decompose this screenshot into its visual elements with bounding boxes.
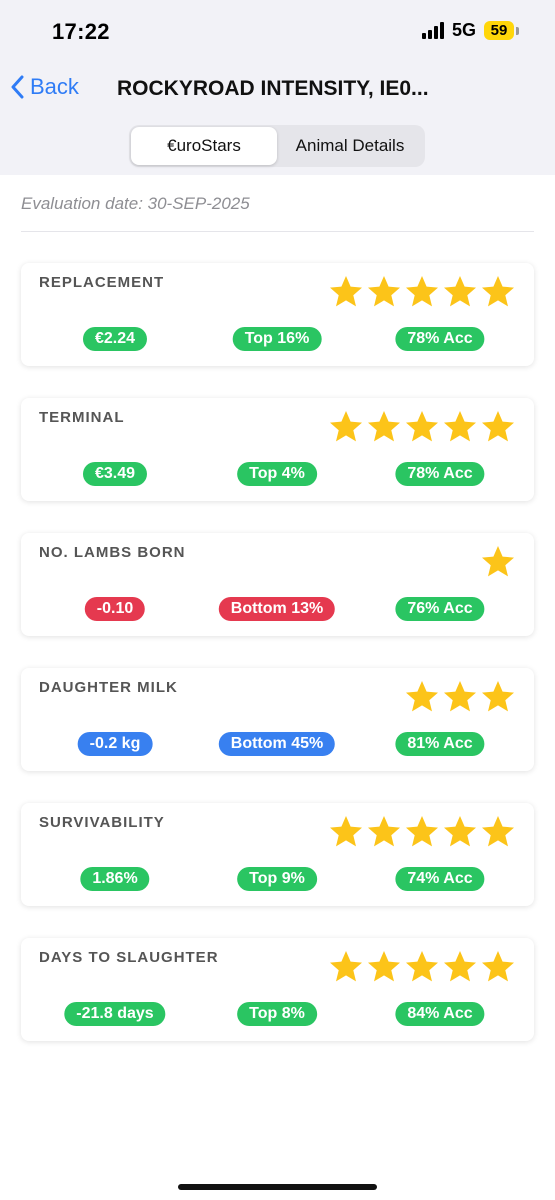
star-icon <box>444 951 476 982</box>
evaluation-date: Evaluation date: 30-SEP-2025 <box>21 194 250 213</box>
header-area: 17:22 5G 59 Back ROCKYROAD INTENSITY, IE… <box>0 0 555 175</box>
tab-animal-details[interactable]: Animal Details <box>295 136 405 155</box>
star-rating <box>328 814 516 850</box>
star-rating <box>328 949 516 985</box>
trait-title: DAUGHTER MILK <box>39 679 178 696</box>
star-icon <box>482 276 514 307</box>
star-icon <box>444 276 476 307</box>
trait-title: DAYS TO SLAUGHTER <box>39 949 219 966</box>
trait-title: NO. LAMBS BORN <box>39 544 186 561</box>
star-icon <box>368 816 400 847</box>
status-icons: 5G 59 <box>421 20 519 41</box>
star-icon <box>482 816 514 847</box>
star-icon <box>406 411 438 442</box>
status-time: 17:22 <box>52 19 110 44</box>
value-badge: 1.86% <box>80 867 150 891</box>
trait-card-terminal: TERMINAL €3.49 Top 4% 78% Acc <box>21 398 534 501</box>
back-button[interactable]: Back <box>10 74 79 100</box>
star-icon <box>330 411 362 442</box>
star-icon <box>406 276 438 307</box>
trait-card-replacement: REPLACEMENT €2.24 Top 16% 78% Acc <box>21 263 534 366</box>
trait-title: TERMINAL <box>39 409 125 426</box>
star-icon <box>444 411 476 442</box>
battery-level: 59 <box>484 21 514 40</box>
rank-badge: Top 4% <box>237 462 317 486</box>
star-rating <box>328 274 516 310</box>
trait-card-days-to-slaughter: DAYS TO SLAUGHTER -21.8 days Top 8% 84% … <box>21 938 534 1041</box>
accuracy-badge: 74% Acc <box>395 867 485 891</box>
star-icon <box>330 951 362 982</box>
home-indicator[interactable] <box>178 1184 377 1190</box>
star-icon <box>368 411 400 442</box>
star-icon <box>406 816 438 847</box>
rank-badge: Bottom 45% <box>218 732 336 756</box>
star-icon <box>368 951 400 982</box>
accuracy-badge: 78% Acc <box>395 327 485 351</box>
trait-card-daughter-milk: DAUGHTER MILK -0.2 kg Bottom 45% 81% Acc <box>21 668 534 771</box>
star-icon <box>482 951 514 982</box>
star-icon <box>482 411 514 442</box>
star-icon <box>444 681 476 712</box>
trait-card-lambs-born: NO. LAMBS BORN -0.10 Bottom 13% 76% Acc <box>21 533 534 636</box>
trait-title: SURVIVABILITY <box>39 814 165 831</box>
network-type: 5G <box>451 20 476 40</box>
trait-card-survivability: SURVIVABILITY 1.86% Top 9% 74% Acc <box>21 803 534 906</box>
accuracy-badge: 81% Acc <box>395 732 485 756</box>
trait-title: REPLACEMENT <box>39 274 165 291</box>
tab-eurostars[interactable]: €uroStars <box>131 127 277 165</box>
star-icon <box>330 276 362 307</box>
navigation-bar: Back ROCKYROAD INTENSITY, IE0... <box>0 68 555 112</box>
star-icon <box>482 681 514 712</box>
star-rating <box>328 409 516 445</box>
value-badge: -0.10 <box>84 597 146 621</box>
status-bar: 17:22 5G 59 <box>0 0 555 62</box>
star-icon <box>406 681 438 712</box>
star-icon <box>330 816 362 847</box>
divider <box>21 231 534 232</box>
back-label: Back <box>30 74 79 99</box>
rank-badge: Bottom 13% <box>218 597 336 621</box>
star-icon <box>482 546 514 577</box>
star-rating <box>480 544 516 580</box>
value-badge: €2.24 <box>82 327 148 351</box>
star-icon <box>368 276 400 307</box>
star-icon <box>444 816 476 847</box>
accuracy-badge: 84% Acc <box>395 1002 485 1026</box>
rank-badge: Top 8% <box>237 1002 317 1026</box>
star-icon <box>406 951 438 982</box>
value-badge: -21.8 days <box>64 1002 166 1026</box>
signal-icon <box>421 22 444 39</box>
rank-badge: Top 9% <box>237 867 317 891</box>
battery-icon: 59 <box>484 21 519 40</box>
rank-badge: Top 16% <box>232 327 322 351</box>
segmented-control: €uroStars Animal Details <box>129 125 425 167</box>
page-title: ROCKYROAD INTENSITY, IE0... <box>117 77 429 100</box>
accuracy-badge: 78% Acc <box>395 462 485 486</box>
star-rating <box>404 679 516 715</box>
chevron-left-icon <box>11 75 24 99</box>
accuracy-badge: 76% Acc <box>395 597 485 621</box>
value-badge: -0.2 kg <box>77 732 153 756</box>
trait-cards: REPLACEMENT €2.24 Top 16% 78% Acc TERMIN… <box>21 263 534 1073</box>
value-badge: €3.49 <box>82 462 148 486</box>
